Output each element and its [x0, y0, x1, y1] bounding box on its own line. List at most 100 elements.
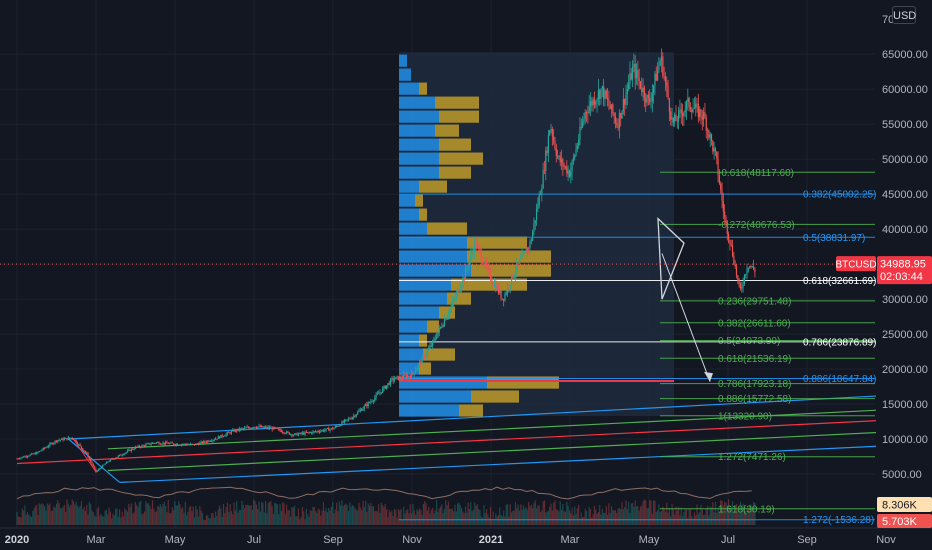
candle-body: [179, 444, 181, 446]
candle-body: [592, 99, 594, 106]
volume-bar: [305, 508, 307, 525]
profile-buy-bar: [399, 250, 467, 263]
volume-bar: [663, 509, 665, 525]
profile-buy-bar: [399, 264, 471, 277]
candle-body: [551, 129, 553, 137]
volume-bar: [417, 511, 419, 525]
projection-arrow-head: [704, 371, 713, 382]
candle-body: [704, 112, 706, 118]
volume-bar: [25, 514, 27, 525]
candle-body: [74, 439, 76, 441]
candle-body: [353, 415, 355, 418]
volume-bar: [259, 511, 261, 525]
volume-bar: [146, 503, 148, 525]
candle-body: [80, 445, 83, 449]
time-tick-label: Nov: [402, 534, 422, 546]
volume-bar: [190, 506, 192, 525]
volume-bar: [720, 500, 722, 525]
candle-body: [593, 99, 596, 105]
candle-body: [115, 457, 117, 459]
volume-bar: [737, 509, 739, 525]
channel-line-blue-upper: [68, 392, 932, 440]
candle-body: [386, 385, 388, 389]
volume-bar: [391, 510, 393, 525]
candle-body: [471, 252, 473, 254]
currency-selector-button[interactable]: USD: [892, 6, 916, 24]
volume-bar: [117, 516, 119, 525]
profile-sell-bar: [427, 222, 467, 235]
volume-bar: [524, 508, 526, 525]
candle-body: [439, 326, 442, 328]
candle-body: [159, 443, 161, 445]
candle-body: [50, 443, 52, 445]
candle-body: [88, 457, 90, 460]
candle-body: [463, 277, 465, 279]
candle-body: [537, 205, 539, 209]
volume-bar: [349, 502, 351, 525]
volume-bar: [482, 517, 484, 525]
volume-bar: [137, 506, 139, 525]
profile-sell-bar: [459, 404, 483, 417]
volume-bar: [125, 510, 127, 525]
candle-body: [312, 431, 314, 434]
volume-bar: [726, 505, 728, 525]
candle-body: [234, 429, 236, 432]
volume-bar: [22, 510, 25, 525]
volume-bar: [617, 508, 619, 525]
candle-body: [412, 372, 414, 374]
volume-bar: [386, 509, 388, 525]
fib-label: 0.786(17923.18): [718, 379, 791, 390]
time-tick-label: Nov: [876, 534, 896, 546]
volume-bar: [233, 502, 235, 525]
candle-body: [670, 111, 672, 120]
volume-bar: [641, 505, 643, 525]
volume-bar: [90, 503, 92, 525]
candle-body: [121, 454, 123, 456]
candles: [16, 48, 756, 473]
volume-bar: [647, 507, 649, 525]
candle-body: [388, 383, 390, 385]
candle-body: [674, 114, 676, 123]
volume-bar: [357, 510, 359, 525]
candle-body: [325, 428, 327, 431]
candle-body: [287, 431, 289, 433]
volume-bar: [261, 501, 263, 525]
candle-body: [92, 464, 94, 467]
volume-bar: [597, 512, 599, 525]
candle-body: [200, 441, 202, 443]
volume-ma-badge-text: 8.306K: [882, 500, 918, 512]
candle-body: [451, 301, 453, 307]
candle-body: [279, 429, 281, 431]
volume-bar: [404, 513, 406, 525]
volume-bar: [297, 508, 300, 525]
volume-bar: [309, 510, 311, 525]
fib-label: 1.272(-1536.28): [803, 515, 874, 526]
candle-body: [150, 443, 152, 445]
triangle-shape: [657, 217, 685, 300]
volume-bar: [492, 511, 494, 525]
volume-bar: [121, 511, 123, 525]
volume-bar: [274, 502, 276, 525]
candle-body: [209, 441, 211, 442]
candle-body: [681, 113, 684, 117]
volume-profile: [399, 54, 674, 417]
volume-bar: [57, 500, 59, 525]
candle-body: [729, 239, 731, 245]
candle-body: [441, 326, 443, 328]
candle-body: [76, 442, 79, 445]
volume-bar: [633, 506, 635, 525]
volume-bar: [183, 512, 185, 525]
volume-bar: [345, 503, 347, 525]
volume-bar: [257, 509, 259, 525]
profile-sell-bar: [439, 166, 471, 179]
volume-bar: [722, 505, 724, 525]
volume-bar: [284, 514, 286, 525]
volume-bar: [222, 503, 225, 525]
candle-body: [555, 148, 557, 156]
time-axis[interactable]: 2020 Mar May Jul Sep Nov 2021 Mar May Jul Sep Nov: [0, 527, 932, 550]
candle-body: [337, 426, 339, 428]
volume-bar: [238, 509, 240, 525]
volume-bar: [282, 502, 284, 525]
candle-body: [539, 194, 542, 196]
